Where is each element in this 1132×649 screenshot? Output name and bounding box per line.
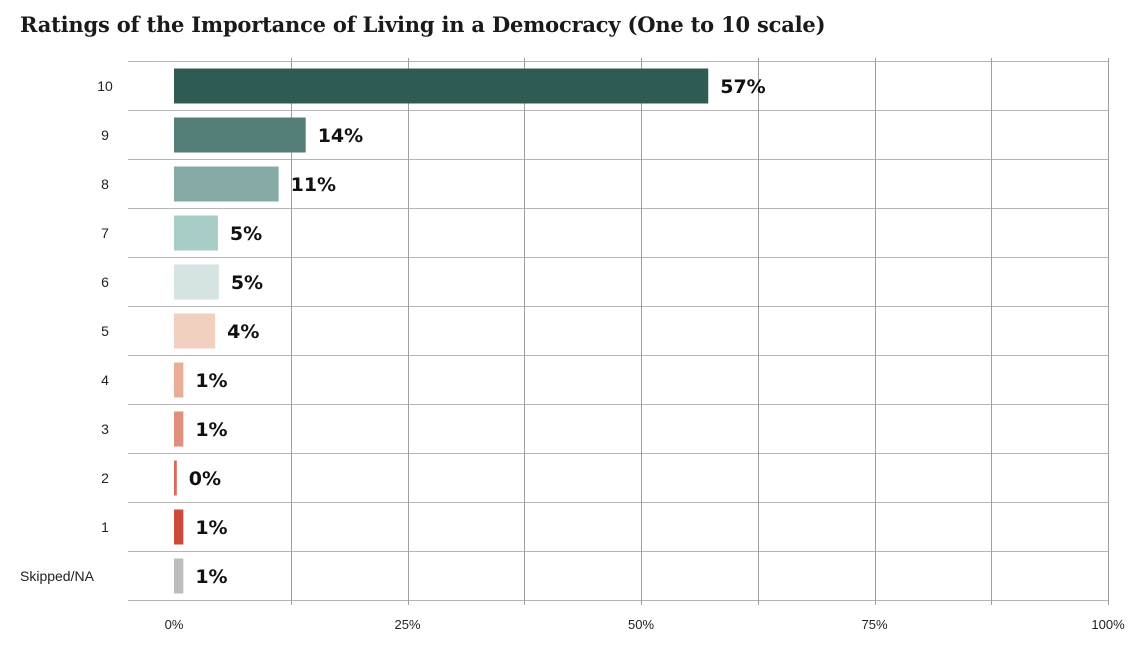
category-label: 8 — [101, 176, 109, 192]
category-label: 10 — [97, 78, 113, 94]
x-tick-label: 25% — [394, 617, 420, 632]
category-label: 1 — [101, 519, 109, 535]
data-label: 57% — [720, 76, 765, 98]
data-label: 1% — [195, 419, 227, 441]
category-label: 5 — [101, 323, 109, 339]
category-label: 9 — [101, 127, 109, 143]
data-label: 5% — [230, 223, 262, 245]
x-tick-label: 100% — [1091, 617, 1125, 632]
category-label: 3 — [101, 421, 109, 437]
category-label: 2 — [101, 470, 109, 486]
data-label: 1% — [195, 370, 227, 392]
bar — [174, 166, 279, 202]
bar — [174, 362, 184, 398]
category-label: 6 — [101, 274, 109, 290]
bar — [174, 68, 709, 104]
chart-title: Ratings of the Importance of Living in a… — [20, 12, 826, 37]
bar — [174, 558, 184, 594]
data-label: 4% — [227, 321, 259, 343]
bar — [174, 264, 219, 300]
data-label: 1% — [195, 566, 227, 588]
data-label: 5% — [231, 272, 263, 294]
data-label: 11% — [291, 174, 336, 196]
x-tick-label: 50% — [628, 617, 654, 632]
category-label: 4 — [101, 372, 109, 388]
data-label: 14% — [318, 125, 363, 147]
bar — [174, 313, 216, 349]
category-label: 7 — [101, 225, 109, 241]
data-label: 1% — [195, 517, 227, 539]
bar — [174, 460, 177, 496]
category-label: Skipped/NA — [20, 568, 95, 584]
x-tick-label: 75% — [861, 617, 887, 632]
bar — [174, 509, 184, 545]
x-tick-label: 0% — [165, 617, 184, 632]
data-label: 0% — [189, 468, 221, 490]
bar — [174, 215, 218, 251]
bar — [174, 117, 306, 153]
bar — [174, 411, 184, 447]
